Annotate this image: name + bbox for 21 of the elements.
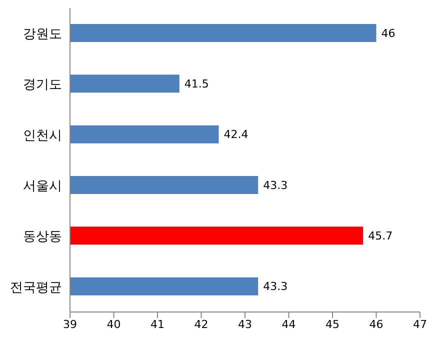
y-tick-label: 전국평균 <box>10 280 62 296</box>
data-label: 46 <box>381 26 396 40</box>
x-tick-label: 43 <box>238 318 252 331</box>
x-tick-label: 47 <box>413 318 427 331</box>
x-tick-label: 40 <box>106 318 121 331</box>
x-tick-label: 46 <box>369 318 384 331</box>
y-tick-label: 서울시 <box>23 178 62 194</box>
x-tick-label: 42 <box>194 318 208 331</box>
data-label: 42.4 <box>224 128 248 142</box>
x-tick-label: 45 <box>326 318 340 331</box>
x-tick-label: 41 <box>150 318 164 331</box>
y-tick-label: 경기도 <box>23 78 62 93</box>
data-label: 41.5 <box>184 78 209 91</box>
y-tick-label: 동상동 <box>23 230 62 245</box>
x-tick-label: 44 <box>282 318 296 331</box>
y-tick-label: 강원도 <box>23 26 62 42</box>
data-label: 43.3 <box>263 280 288 294</box>
data-label: 43.3 <box>263 178 288 192</box>
y-tick-label: 인천시 <box>23 128 62 144</box>
x-tick-label: 39 <box>63 318 77 331</box>
data-label: 45.7 <box>368 230 393 243</box>
